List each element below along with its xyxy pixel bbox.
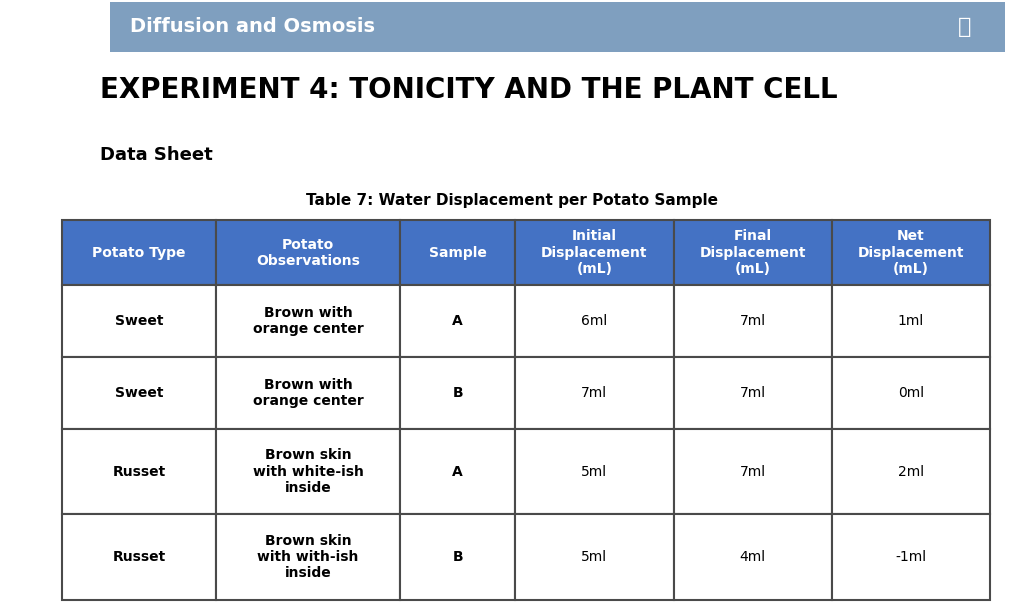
Text: A: A — [453, 465, 463, 479]
Text: A: A — [453, 314, 463, 328]
Text: Brown with
orange center: Brown with orange center — [253, 378, 364, 408]
Text: B: B — [453, 550, 463, 564]
Bar — [515, 285, 674, 357]
Text: Potato Type: Potato Type — [92, 246, 186, 260]
Text: Final
Displacement
(mL): Final Displacement (mL) — [699, 229, 806, 276]
Text: Russet: Russet — [113, 550, 166, 564]
Text: Initial
Displacement
(mL): Initial Displacement (mL) — [541, 229, 647, 276]
Text: Russet: Russet — [113, 465, 166, 479]
Bar — [831, 514, 990, 600]
Text: B: B — [453, 386, 463, 400]
Text: 1ml: 1ml — [898, 314, 924, 328]
Text: 7ml: 7ml — [739, 465, 766, 479]
Bar — [831, 220, 990, 285]
Bar — [216, 285, 400, 357]
Bar — [400, 429, 515, 514]
Text: 7ml: 7ml — [739, 386, 766, 400]
Text: Brown skin
with white-ish
inside: Brown skin with white-ish inside — [253, 448, 364, 495]
Text: EXPERIMENT 4: TONICITY AND THE PLANT CELL: EXPERIMENT 4: TONICITY AND THE PLANT CEL… — [100, 76, 838, 104]
Bar — [674, 514, 831, 600]
Text: 🧪: 🧪 — [958, 17, 972, 37]
Bar — [400, 220, 515, 285]
Text: Diffusion and Osmosis: Diffusion and Osmosis — [130, 18, 375, 36]
Text: 7ml: 7ml — [739, 314, 766, 328]
Bar — [110, 2, 1005, 52]
Text: 2ml: 2ml — [898, 465, 924, 479]
Text: Table 7: Water Displacement per Potato Sample: Table 7: Water Displacement per Potato S… — [306, 192, 718, 208]
Bar — [216, 220, 400, 285]
Bar — [400, 357, 515, 429]
Bar — [62, 220, 216, 285]
Bar — [515, 429, 674, 514]
Text: 5ml: 5ml — [582, 550, 607, 564]
Text: Sample: Sample — [429, 246, 486, 260]
Bar — [216, 357, 400, 429]
Text: Brown skin
with with-ish
inside: Brown skin with with-ish inside — [257, 534, 358, 580]
Bar — [400, 285, 515, 357]
Bar — [831, 429, 990, 514]
Bar — [515, 357, 674, 429]
Text: Brown with
orange center: Brown with orange center — [253, 306, 364, 336]
Text: 4ml: 4ml — [739, 550, 766, 564]
Bar — [674, 220, 831, 285]
Bar — [62, 357, 216, 429]
Bar — [831, 285, 990, 357]
Text: 0ml: 0ml — [898, 386, 924, 400]
Bar — [674, 357, 831, 429]
Text: Potato
Observations: Potato Observations — [256, 238, 360, 268]
Text: Sweet: Sweet — [115, 386, 164, 400]
Bar — [400, 514, 515, 600]
Bar — [216, 429, 400, 514]
Text: Sweet: Sweet — [115, 314, 164, 328]
Bar — [62, 429, 216, 514]
Text: 7ml: 7ml — [582, 386, 607, 400]
Bar — [515, 220, 674, 285]
Text: Net
Displacement
(mL): Net Displacement (mL) — [858, 229, 965, 276]
Text: 6ml: 6ml — [582, 314, 607, 328]
Text: Data Sheet: Data Sheet — [100, 146, 213, 164]
Bar — [831, 357, 990, 429]
Text: 5ml: 5ml — [582, 465, 607, 479]
Bar — [674, 429, 831, 514]
Bar — [216, 514, 400, 600]
Bar — [674, 285, 831, 357]
Text: -1ml: -1ml — [895, 550, 927, 564]
Bar — [62, 285, 216, 357]
Bar — [515, 514, 674, 600]
Bar — [62, 514, 216, 600]
